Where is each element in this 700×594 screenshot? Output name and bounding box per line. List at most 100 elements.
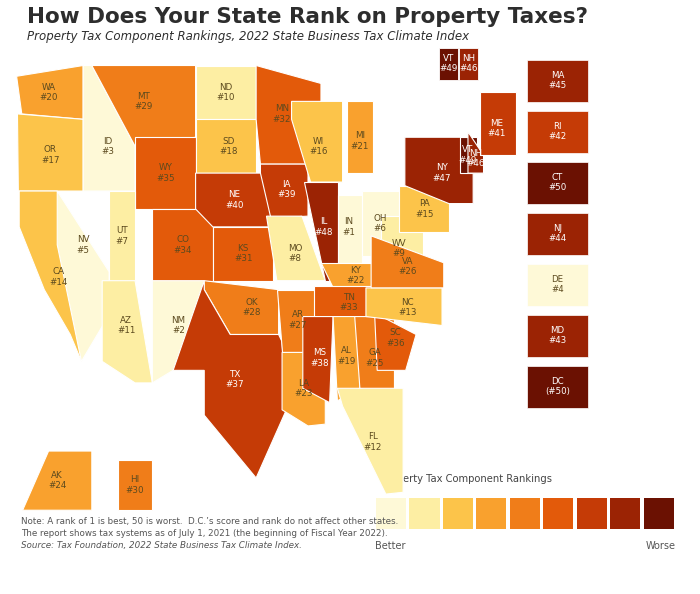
Text: TAX FOUNDATION: TAX FOUNDATION	[9, 568, 161, 583]
Text: NV
#5: NV #5	[77, 235, 90, 254]
FancyBboxPatch shape	[410, 498, 440, 529]
Text: MA
#45: MA #45	[548, 71, 566, 90]
Text: DC
(#50): DC (#50)	[545, 377, 570, 396]
Text: MT
#29: MT #29	[134, 91, 153, 111]
Text: CO
#34: CO #34	[174, 235, 192, 254]
Text: CT
#50: CT #50	[548, 173, 566, 192]
FancyBboxPatch shape	[610, 498, 640, 529]
Polygon shape	[256, 65, 321, 164]
Polygon shape	[195, 173, 271, 227]
FancyBboxPatch shape	[643, 498, 673, 529]
Text: FL
#12: FL #12	[364, 432, 382, 452]
Polygon shape	[460, 137, 477, 173]
Polygon shape	[468, 132, 484, 173]
Text: ND
#10: ND #10	[216, 83, 235, 102]
Text: IN
#1: IN #1	[342, 217, 355, 236]
Text: Source: Tax Foundation, 2022 State Business Tax Climate Index.: Source: Tax Foundation, 2022 State Busin…	[21, 541, 302, 549]
Text: NE
#40: NE #40	[225, 190, 244, 210]
FancyBboxPatch shape	[476, 498, 506, 529]
Polygon shape	[102, 281, 153, 383]
FancyBboxPatch shape	[443, 498, 473, 529]
Polygon shape	[338, 195, 362, 263]
FancyBboxPatch shape	[527, 59, 587, 102]
FancyBboxPatch shape	[527, 110, 587, 153]
Text: AL
#19: AL #19	[337, 346, 355, 366]
FancyBboxPatch shape	[527, 365, 587, 407]
FancyBboxPatch shape	[510, 498, 540, 529]
Polygon shape	[333, 317, 360, 401]
FancyBboxPatch shape	[527, 162, 587, 204]
Text: NM
#2: NM #2	[172, 316, 186, 335]
FancyBboxPatch shape	[577, 498, 607, 529]
Polygon shape	[321, 263, 386, 288]
Polygon shape	[292, 102, 342, 182]
Polygon shape	[277, 290, 316, 352]
Text: UT
#7: UT #7	[116, 226, 129, 245]
Text: AK
#24: AK #24	[48, 471, 66, 490]
Bar	[459, 48, 478, 80]
Text: WY
#35: WY #35	[156, 163, 174, 183]
Polygon shape	[480, 93, 515, 155]
FancyBboxPatch shape	[527, 315, 587, 356]
Polygon shape	[303, 317, 333, 403]
Text: TN
#33: TN #33	[340, 292, 358, 312]
Text: NH
#46: NH #46	[467, 149, 485, 169]
Text: CA
#14: CA #14	[50, 267, 68, 287]
Text: SD
#18: SD #18	[219, 137, 238, 156]
Text: MS
#38: MS #38	[310, 348, 328, 368]
Text: @TaxFoundation: @TaxFoundation	[588, 569, 691, 582]
Text: IA
#39: IA #39	[277, 179, 295, 199]
Text: MO
#8: MO #8	[288, 244, 302, 264]
Text: The report shows tax systems as of July 1, 2021 (the beginning of Fiscal Year 20: The report shows tax systems as of July …	[21, 529, 388, 538]
Text: NY
#47: NY #47	[433, 163, 452, 183]
Text: RI
#42: RI #42	[548, 122, 566, 141]
Bar	[440, 48, 459, 80]
Polygon shape	[83, 65, 135, 191]
Text: MI
#21: MI #21	[351, 131, 369, 150]
Polygon shape	[173, 281, 286, 478]
Polygon shape	[153, 209, 213, 281]
Text: OH
#6: OH #6	[373, 214, 386, 233]
Polygon shape	[204, 281, 279, 334]
Polygon shape	[405, 137, 473, 204]
Text: WA
#20: WA #20	[39, 83, 58, 102]
Polygon shape	[92, 65, 195, 146]
Text: SC
#36: SC #36	[386, 328, 405, 347]
Text: Note: A rank of 1 is best, 50 is worst.  D.C.’s score and rank do not affect oth: Note: A rank of 1 is best, 50 is worst. …	[21, 517, 398, 526]
Polygon shape	[135, 137, 195, 209]
Polygon shape	[17, 65, 83, 119]
Text: MD
#43: MD #43	[548, 326, 566, 345]
Text: Property Tax Component Rankings, 2022 State Business Tax Climate Index: Property Tax Component Rankings, 2022 St…	[27, 30, 469, 43]
Text: Worse: Worse	[645, 541, 675, 551]
Text: NH
#46: NH #46	[460, 54, 478, 74]
Polygon shape	[381, 216, 423, 277]
Text: Better: Better	[374, 541, 405, 551]
Text: NJ
#44: NJ #44	[548, 224, 566, 244]
Text: NC
#13: NC #13	[398, 298, 416, 317]
Text: ME
#41: ME #41	[487, 119, 505, 138]
Polygon shape	[399, 186, 449, 232]
Polygon shape	[260, 164, 308, 218]
Text: VA
#26: VA #26	[398, 257, 416, 276]
Text: IL
#48: IL #48	[314, 217, 332, 236]
Polygon shape	[355, 317, 395, 399]
Text: TX
#37: TX #37	[225, 369, 244, 389]
Polygon shape	[153, 281, 204, 383]
Polygon shape	[195, 119, 256, 173]
Polygon shape	[304, 182, 338, 281]
Text: OK
#28: OK #28	[242, 298, 261, 317]
Polygon shape	[337, 388, 403, 494]
Text: MN
#32: MN #32	[273, 104, 291, 124]
Polygon shape	[19, 191, 104, 361]
Text: DE
#4: DE #4	[551, 275, 564, 294]
Polygon shape	[282, 352, 326, 426]
Text: LA
#23: LA #23	[295, 378, 313, 398]
Polygon shape	[366, 288, 442, 326]
Text: How Does Your State Rank on Property Taxes?: How Does Your State Rank on Property Tax…	[27, 7, 587, 27]
Polygon shape	[118, 460, 153, 510]
Polygon shape	[57, 191, 109, 361]
Text: Property Tax Component Rankings: Property Tax Component Rankings	[381, 474, 552, 484]
Text: VT
#49: VT #49	[458, 146, 477, 165]
Polygon shape	[18, 114, 83, 191]
Text: VT
#49: VT #49	[440, 54, 458, 74]
